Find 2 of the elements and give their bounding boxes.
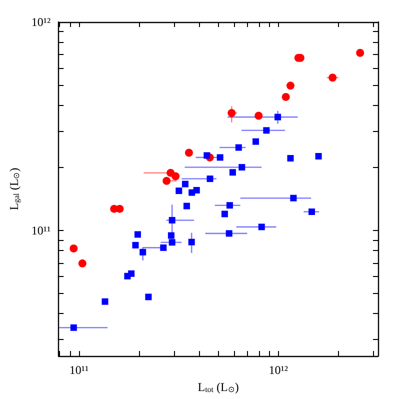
x-axis-title: Ltot (L⊙)	[198, 380, 239, 394]
y-axis-title: Lgal (L⊙)	[7, 168, 21, 210]
